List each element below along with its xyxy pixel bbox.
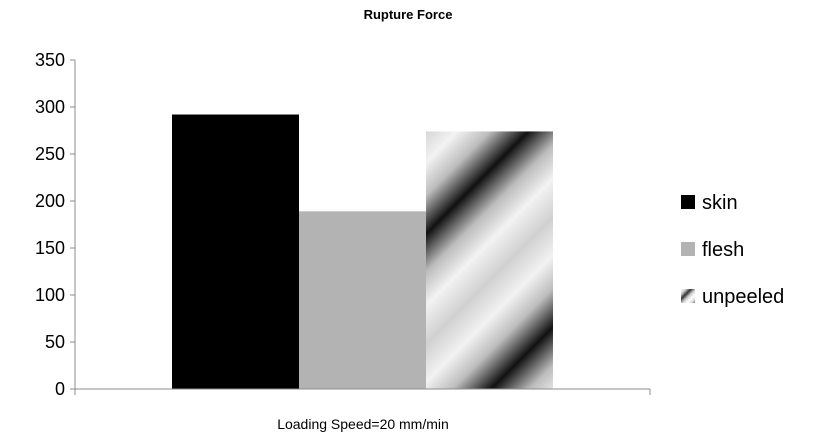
y-tick-label: 100 bbox=[35, 285, 65, 305]
y-tick-label: 200 bbox=[35, 191, 65, 211]
y-tick-label: 0 bbox=[55, 379, 65, 399]
legend: skin flesh unpeeled bbox=[681, 192, 784, 308]
bar-unpeeled bbox=[426, 131, 553, 389]
legend-label-flesh: flesh bbox=[702, 239, 744, 261]
y-tick-label: 350 bbox=[35, 50, 65, 70]
legend-swatch-unpeeled bbox=[681, 289, 695, 303]
bar-flesh bbox=[299, 211, 426, 389]
y-axis: 0 50 100 150 200 250 300 350 bbox=[35, 50, 76, 399]
chart-title: Rupture Force bbox=[364, 7, 453, 22]
legend-swatch-skin bbox=[681, 195, 695, 209]
x-axis-label: Loading Speed=20 mm/min bbox=[277, 416, 449, 432]
y-tick-label: 250 bbox=[35, 144, 65, 164]
legend-swatch-flesh bbox=[681, 242, 695, 256]
bars bbox=[172, 114, 553, 390]
y-tick-label: 300 bbox=[35, 97, 65, 117]
x-axis bbox=[74, 388, 651, 395]
bar-skin bbox=[172, 114, 299, 390]
legend-label-unpeeled: unpeeled bbox=[702, 286, 784, 308]
y-tick-label: 50 bbox=[45, 332, 65, 352]
legend-label-skin: skin bbox=[702, 192, 738, 214]
y-tick-label: 150 bbox=[35, 238, 65, 258]
